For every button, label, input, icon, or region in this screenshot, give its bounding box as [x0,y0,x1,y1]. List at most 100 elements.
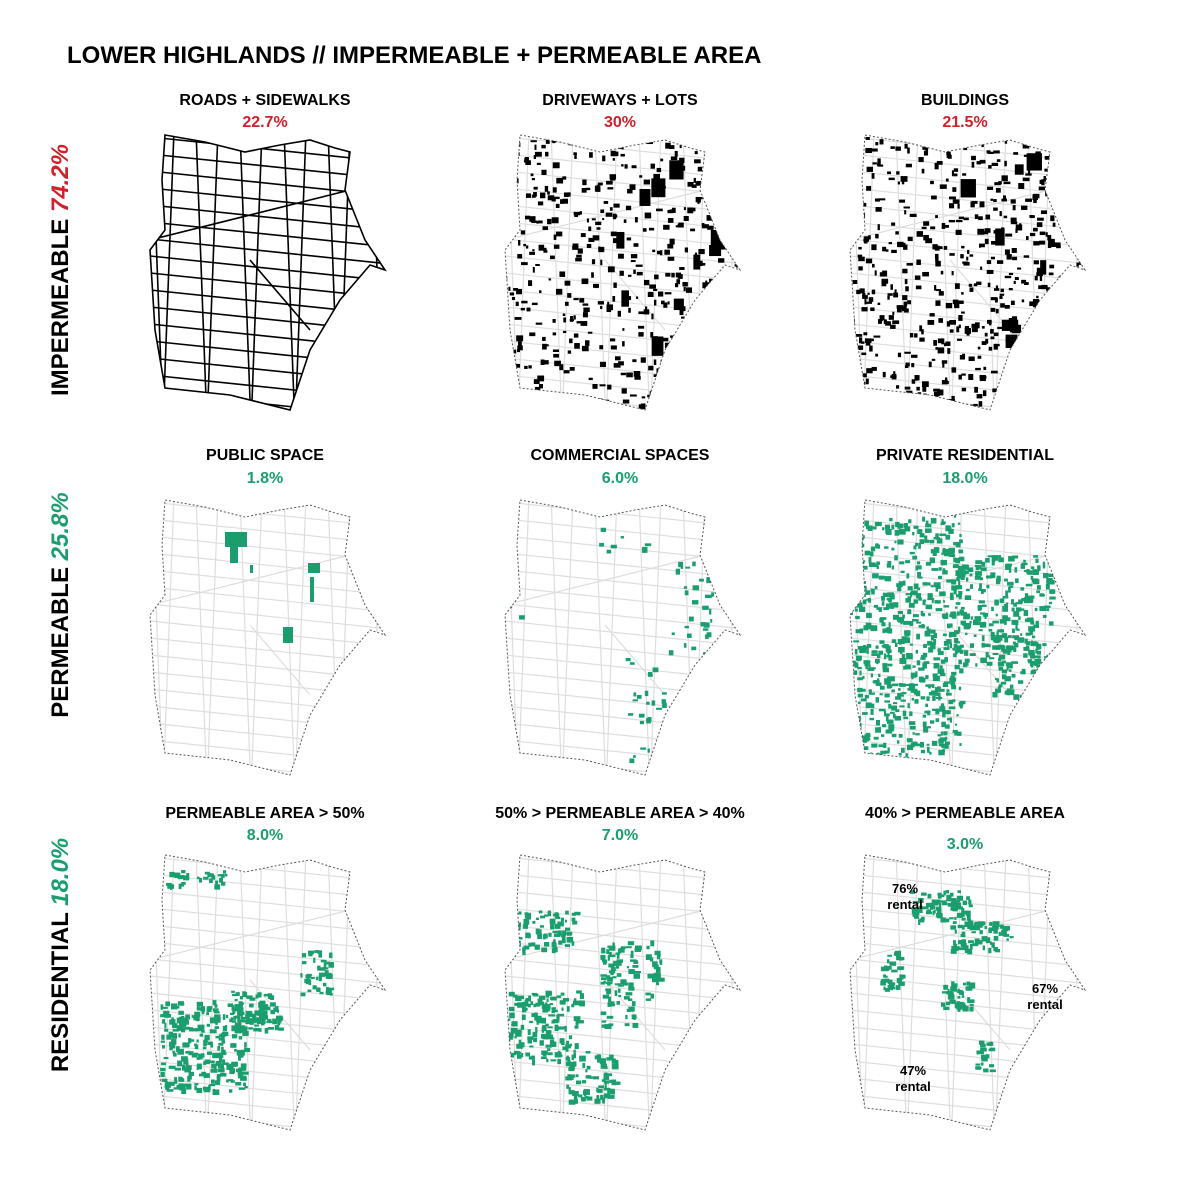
patch [852,223,856,229]
patch [881,601,885,606]
patch [694,406,700,410]
patch [518,924,521,931]
patch [651,976,659,983]
patch [997,135,1004,136]
patch [903,244,908,250]
patch [1012,555,1019,559]
patch [216,1075,221,1082]
patch [169,884,173,890]
patch [201,1010,205,1015]
patch [894,289,897,293]
patch [957,1001,965,1006]
patch [925,238,933,244]
patch [866,612,872,619]
patch [851,347,858,352]
patch [222,870,227,874]
patch [904,637,911,644]
patch [850,598,855,603]
patch [604,1024,612,1030]
patch [583,307,590,313]
patch [1013,602,1017,607]
patch [237,1021,242,1027]
patch [207,1006,213,1010]
patch [855,593,859,596]
patch [1081,228,1084,234]
patch [226,1079,229,1083]
patch [937,338,943,344]
patch [574,343,580,349]
patch [537,933,543,940]
patch [1014,164,1024,175]
patch [861,307,868,312]
patch [722,240,726,244]
patch [874,404,880,408]
patch [943,984,948,990]
patch [952,905,958,911]
patch [526,307,531,312]
patch [966,333,970,336]
patch [901,692,907,695]
patch [532,1031,538,1035]
patch [521,1052,524,1058]
patch [884,700,890,703]
patch [1025,198,1032,202]
patch [515,194,518,198]
patch [1007,647,1010,650]
patch [932,551,937,557]
patch [862,646,869,651]
patch [208,873,213,876]
patch [1047,235,1052,241]
patch [186,873,190,877]
patch [705,634,709,640]
patch [565,1061,572,1067]
patch [545,1044,552,1048]
patch [166,1034,171,1040]
patch [898,401,904,405]
patch [237,1071,244,1077]
patch [964,595,972,601]
patch [916,231,924,237]
patch [638,404,642,410]
patch [715,321,720,327]
patch [874,270,877,276]
patch [643,179,651,185]
patch [1056,367,1061,373]
patch [690,228,696,232]
patch [937,686,941,692]
patch [889,517,893,522]
patch [582,312,588,318]
patch [886,563,892,568]
patch [1035,558,1039,563]
patch [1023,559,1026,563]
patch [546,991,553,996]
patch [1033,361,1039,368]
patch [552,139,556,144]
patch [992,645,999,650]
patch [736,355,740,360]
patch [261,1021,265,1026]
patch [957,996,961,999]
panel-title: 50% > PERMEABLE AREA > 40% [495,805,745,822]
patch [211,1063,217,1069]
patch [511,1023,515,1027]
patch [662,337,669,342]
patch [985,651,989,658]
patch [1036,590,1040,594]
patch [616,953,620,959]
map-outline [849,499,1086,776]
patch [957,1007,961,1012]
patch [716,360,720,365]
patch [1003,366,1017,386]
patch [954,664,960,670]
patch [922,271,929,277]
patch [954,302,959,307]
patch [1083,346,1085,349]
patch [990,336,995,340]
patch [933,633,937,639]
patch [705,594,712,599]
patch [854,648,858,655]
patch [929,720,935,724]
patch [263,1010,268,1017]
patch [952,729,958,734]
patch [1018,616,1021,620]
